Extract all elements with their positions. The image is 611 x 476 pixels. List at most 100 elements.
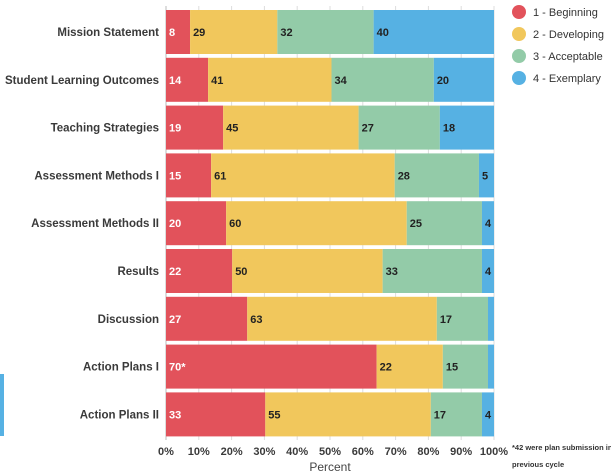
category-labels: Mission Statement Student Learning Outcom… [5, 27, 159, 421]
footnote-line: previous cycle [512, 460, 564, 469]
bar-segment [166, 10, 191, 54]
legend-swatch [512, 49, 526, 63]
footnote-line: *42 were plan submission in [512, 443, 611, 452]
bar-segment [430, 392, 482, 437]
data-label: 55 [268, 409, 280, 421]
data-label: 19 [169, 123, 181, 135]
bar-segment [166, 57, 209, 102]
legend-label: 4 - Exemplary [533, 73, 601, 85]
legend-label: 2 - Developing [533, 29, 604, 41]
data-label: 15 [446, 362, 458, 374]
x-tick-label: 30% [253, 446, 275, 458]
data-label: 33 [169, 409, 181, 421]
category-label: Mission Statement [57, 27, 159, 39]
x-tick-label: 70% [385, 446, 407, 458]
category-label: Discussion [98, 314, 159, 326]
data-label: 27 [169, 314, 181, 326]
legend: 1 - Beginning 2 - Developing 3 - Acceptabl… [512, 5, 604, 85]
data-label: 45 [226, 123, 238, 135]
data-label: 17 [440, 314, 452, 326]
x-tick-label: 40% [286, 446, 308, 458]
bar-segment [166, 153, 212, 198]
bar-segment [487, 296, 494, 341]
legend-label: 1 - Beginning [533, 7, 598, 19]
data-label: 22 [169, 266, 181, 278]
bar-segment [382, 249, 482, 293]
x-axis-ticks: 0% 10% 20% 30% 40% 50% 60% 70% 80% 90% 100% [158, 446, 508, 458]
data-label: 8 [169, 27, 175, 39]
x-axis-title: Percent [309, 460, 351, 474]
data-label: 4 [485, 409, 492, 421]
data-label: 33 [386, 266, 398, 278]
legend-swatch [512, 71, 526, 85]
legend-swatch [512, 27, 526, 41]
footnote: *42 were plan submission in previous cycl… [512, 443, 611, 469]
bar-segment [481, 201, 494, 246]
bar-segment [166, 344, 377, 389]
bar-segment [232, 249, 383, 293]
legend-label: 3 - Acceptable [533, 51, 603, 63]
data-label: 22 [380, 362, 392, 374]
data-label: 15 [169, 170, 181, 182]
bar-segment [373, 10, 494, 54]
data-label: 29 [193, 27, 205, 39]
bar-segment [265, 392, 431, 437]
bar-segment [166, 105, 224, 150]
bar-segment [436, 296, 488, 341]
data-label: 17 [434, 409, 446, 421]
bar-segment [247, 296, 437, 341]
legend-swatch [512, 5, 526, 19]
data-label: 40 [377, 27, 389, 39]
data-label: 20 [437, 75, 449, 87]
x-tick-label: 90% [450, 446, 472, 458]
bar-segment [433, 57, 494, 102]
bar-segment [166, 392, 266, 437]
bar-segment [376, 344, 443, 389]
category-label: Student Learning Outcomes [5, 75, 159, 87]
category-label: Assessment Methods II [31, 218, 159, 230]
bar-segment [211, 153, 395, 198]
data-label: 4 [485, 218, 492, 230]
x-tick-label: 0% [158, 446, 174, 458]
data-label: 25 [410, 218, 422, 230]
category-label: Action Plans I [83, 362, 159, 374]
x-tick-label: 100% [480, 446, 508, 458]
data-label: 63 [250, 314, 262, 326]
data-label: 5 [482, 170, 488, 182]
bars: 8 29 32 40 14 41 34 20 19 45 27 18 15 61 28 5 20 60 25 4 22 5… [166, 10, 494, 437]
bar-segment [406, 201, 482, 246]
bar-segment [166, 249, 233, 293]
data-label: 50 [235, 266, 247, 278]
bar-segment [208, 57, 332, 102]
data-label: 27 [362, 123, 374, 135]
bar-segment [439, 105, 494, 150]
data-label: 28 [398, 170, 410, 182]
bar-segment [487, 344, 494, 389]
category-label: Results [117, 266, 159, 278]
bar-segment [478, 153, 494, 198]
bar-segment [166, 296, 248, 341]
data-label: 41 [211, 75, 223, 87]
bar-segment [481, 392, 494, 437]
data-label: 4 [485, 266, 492, 278]
bar-segment [166, 201, 227, 246]
x-tick-label: 60% [352, 446, 374, 458]
category-label: Assessment Methods I [34, 170, 159, 182]
bar-segment [481, 249, 494, 293]
bar-segment [226, 201, 407, 246]
data-label: 32 [280, 27, 292, 39]
data-label: 61 [214, 170, 226, 182]
bar-segment [394, 153, 479, 198]
x-tick-label: 10% [188, 446, 210, 458]
data-label: 20 [169, 218, 181, 230]
x-tick-label: 80% [417, 446, 439, 458]
left-edge-accent [0, 374, 4, 436]
bar-segment [190, 10, 278, 54]
bar-segment [442, 344, 488, 389]
category-label: Teaching Strategies [51, 123, 159, 135]
data-label: 70* [169, 362, 186, 374]
bar-segment [277, 10, 374, 54]
x-tick-label: 20% [221, 446, 243, 458]
data-label: 60 [229, 218, 241, 230]
